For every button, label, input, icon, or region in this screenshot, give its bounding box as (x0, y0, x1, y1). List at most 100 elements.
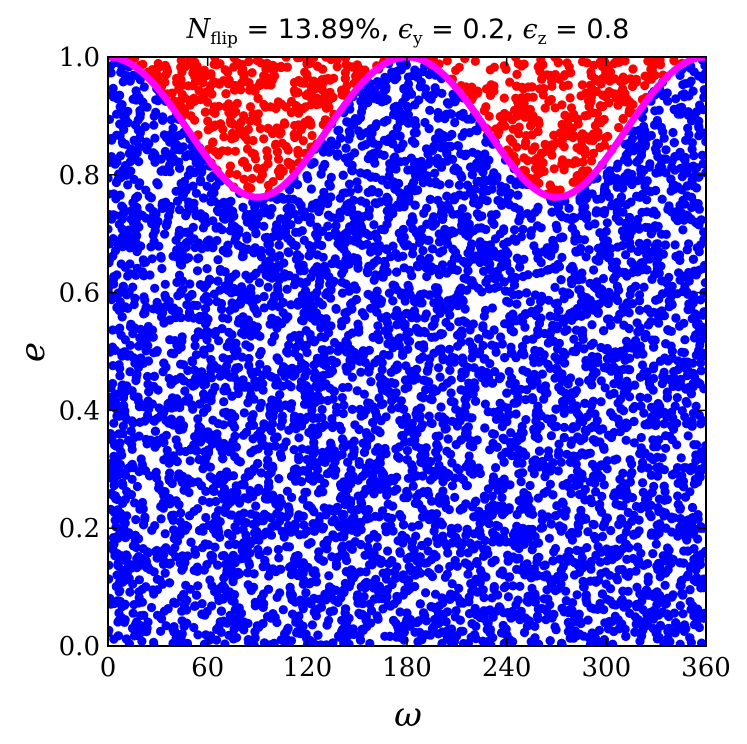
non-flipping-point (606, 408, 616, 418)
non-flipping-point (239, 408, 249, 418)
non-flipping-point (683, 431, 693, 441)
non-flipping-point (552, 224, 562, 234)
non-flipping-point (499, 474, 509, 484)
non-flipping-point (179, 485, 189, 495)
non-flipping-point (259, 419, 269, 429)
non-flipping-point (275, 588, 285, 598)
non-flipping-point (585, 477, 595, 487)
non-flipping-point (146, 602, 157, 613)
non-flipping-point (199, 565, 209, 575)
non-flipping-point (477, 211, 487, 221)
non-flipping-point (533, 570, 543, 581)
non-flipping-point (195, 175, 206, 185)
non-flipping-point (338, 435, 348, 445)
non-flipping-point (497, 493, 507, 503)
non-flipping-point (634, 238, 645, 248)
non-flipping-point (621, 435, 631, 445)
non-flipping-point (405, 336, 415, 346)
non-flipping-point (645, 159, 655, 169)
non-flipping-point (344, 471, 354, 481)
non-flipping-point (457, 204, 468, 214)
non-flipping-point (169, 597, 179, 607)
non-flipping-point (204, 497, 215, 507)
non-flipping-point (202, 181, 212, 191)
non-flipping-point (656, 261, 666, 271)
non-flipping-point (458, 353, 468, 363)
non-flipping-point (421, 588, 431, 598)
non-flipping-point (602, 456, 612, 466)
non-flipping-point (388, 615, 399, 626)
non-flipping-point (609, 455, 619, 465)
non-flipping-point (429, 298, 439, 308)
title-eq1: = (238, 14, 278, 45)
non-flipping-point (283, 379, 293, 390)
non-flipping-point (505, 379, 515, 389)
non-flipping-point (384, 350, 394, 360)
non-flipping-point (574, 377, 584, 387)
non-flipping-point (668, 127, 678, 138)
non-flipping-point (667, 592, 677, 602)
non-flipping-point (415, 568, 426, 578)
non-flipping-point (611, 499, 621, 509)
non-flipping-point (506, 428, 516, 438)
non-flipping-point (357, 308, 367, 318)
non-flipping-point (408, 249, 418, 259)
title-ez-symbol: ϵ (523, 14, 538, 45)
non-flipping-point (485, 445, 495, 455)
non-flipping-point (284, 542, 295, 552)
non-flipping-point (512, 299, 522, 309)
non-flipping-point (298, 494, 308, 504)
non-flipping-point (678, 609, 688, 619)
non-flipping-point (621, 336, 632, 346)
non-flipping-point (318, 379, 328, 389)
non-flipping-point (411, 441, 421, 451)
non-flipping-point (199, 349, 209, 359)
non-flipping-point (664, 272, 674, 282)
non-flipping-point (605, 584, 616, 594)
non-flipping-point (298, 604, 308, 614)
non-flipping-point (289, 445, 299, 455)
non-flipping-point (458, 296, 468, 306)
non-flipping-point (201, 379, 211, 389)
non-flipping-point (621, 250, 631, 260)
non-flipping-point (478, 340, 488, 351)
non-flipping-point (468, 147, 478, 157)
non-flipping-point (333, 126, 343, 136)
non-flipping-point (444, 179, 454, 189)
non-flipping-point (407, 522, 417, 532)
non-flipping-point (408, 242, 418, 253)
non-flipping-point (525, 480, 535, 491)
non-flipping-point (274, 553, 284, 563)
non-flipping-point (527, 463, 537, 474)
non-flipping-point (206, 197, 216, 207)
non-flipping-point (191, 188, 201, 198)
non-flipping-point (550, 282, 560, 292)
non-flipping-point (382, 311, 392, 322)
non-flipping-point (464, 219, 474, 229)
non-flipping-point (603, 298, 613, 309)
non-flipping-point (581, 252, 591, 262)
non-flipping-point (661, 443, 671, 453)
non-flipping-point (679, 318, 689, 328)
non-flipping-point (193, 581, 203, 591)
non-flipping-point (352, 593, 362, 603)
non-flipping-point (156, 253, 166, 263)
non-flipping-point (401, 361, 411, 371)
non-flipping-point (687, 144, 697, 154)
non-flipping-point (294, 455, 304, 465)
non-flipping-point (630, 342, 641, 352)
non-flipping-point (503, 592, 513, 602)
non-flipping-point (307, 620, 317, 630)
non-flipping-point (256, 468, 266, 478)
non-flipping-point (651, 539, 661, 549)
non-flipping-point (190, 341, 200, 351)
non-flipping-point (306, 159, 316, 169)
non-flipping-point (359, 389, 369, 399)
non-flipping-point (166, 414, 176, 424)
non-flipping-point (632, 349, 642, 359)
non-flipping-point (559, 422, 569, 432)
non-flipping-point (584, 245, 594, 255)
non-flipping-point (499, 583, 509, 593)
non-flipping-point (341, 279, 351, 289)
non-flipping-point (342, 227, 352, 237)
